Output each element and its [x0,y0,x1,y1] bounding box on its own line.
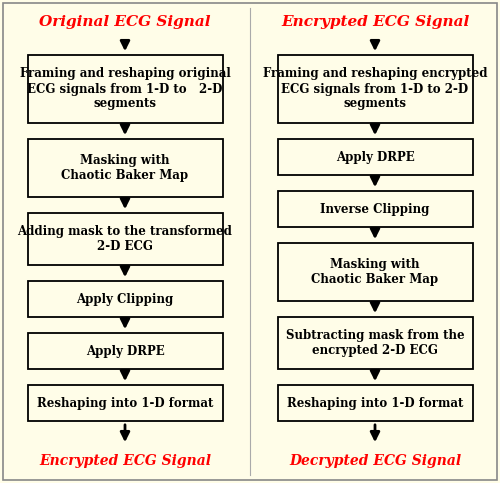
Text: Masking with
Chaotic Baker Map: Masking with Chaotic Baker Map [62,154,188,182]
Bar [28,385,222,421]
Text: Reshaping into 1-D format: Reshaping into 1-D format [37,397,213,410]
Text: Inverse Clipping: Inverse Clipping [320,202,430,215]
Bar [278,139,472,175]
Bar [28,333,222,369]
Bar [278,191,472,227]
Text: Adding mask to the transformed
2-D ECG: Adding mask to the transformed 2-D ECG [18,225,233,253]
Bar [28,213,222,265]
Text: Apply DRPE: Apply DRPE [86,344,164,357]
Bar [278,55,472,123]
Text: Encrypted ECG Signal: Encrypted ECG Signal [39,454,211,468]
Text: Apply DRPE: Apply DRPE [336,151,414,164]
Text: Apply Clipping: Apply Clipping [76,293,174,306]
Bar [278,243,472,301]
Bar [278,317,472,369]
Bar [28,55,222,123]
Bar [28,139,222,197]
Text: Masking with
Chaotic Baker Map: Masking with Chaotic Baker Map [312,258,438,286]
Bar [28,281,222,317]
Text: Reshaping into 1-D format: Reshaping into 1-D format [287,397,463,410]
Text: Framing and reshaping encrypted
ECG signals from 1-D to 2-D
segments: Framing and reshaping encrypted ECG sign… [263,68,487,111]
Text: Subtracting mask from the
encrypted 2-D ECG: Subtracting mask from the encrypted 2-D … [286,329,465,357]
Text: Decrypted ECG Signal: Decrypted ECG Signal [289,454,461,468]
Text: Framing and reshaping original
ECG signals from 1-D to   2-D
segments: Framing and reshaping original ECG signa… [20,68,231,111]
Bar [278,385,472,421]
Text: Encrypted ECG Signal: Encrypted ECG Signal [281,15,469,29]
Text: Original ECG Signal: Original ECG Signal [39,15,211,29]
